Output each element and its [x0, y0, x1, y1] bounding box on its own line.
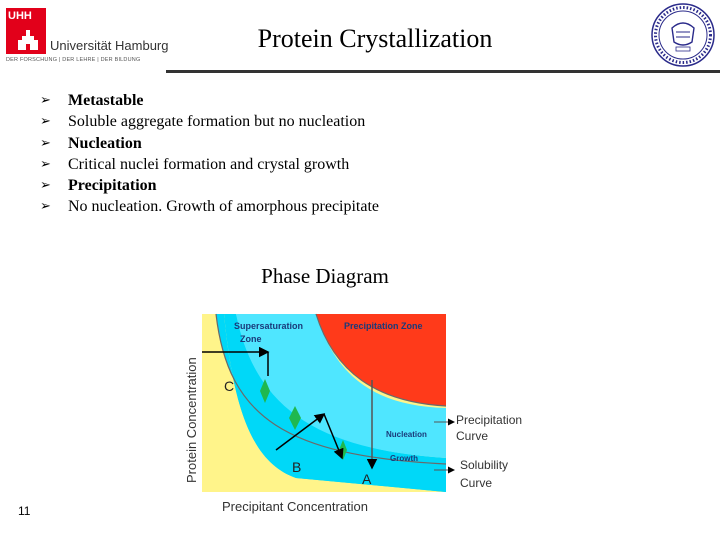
bullet-text: No nucleation. Growth of amorphous preci…: [68, 198, 380, 216]
university-logo: UHH Universität Hamburg DER FORSCHUNG | …: [6, 8, 169, 66]
growth-label: Growth: [390, 454, 418, 463]
university-name: Universität Hamburg: [50, 38, 169, 53]
nucleation-label: Nucleation: [386, 430, 427, 439]
bullet-text: Nucleation: [68, 134, 142, 152]
solubility-curve-label-2: Curve: [460, 476, 492, 490]
nucleation-zone: [236, 314, 446, 458]
phase-diagram: Protein Concentration Precipitant Concen…: [184, 313, 522, 514]
bullet-arrow-icon: ➢: [40, 178, 51, 194]
supersaturation-label: Supersaturation: [234, 321, 303, 331]
university-seal-icon: [651, 3, 715, 67]
trajectory-arrow: [323, 413, 344, 460]
point-b-label: B: [292, 459, 301, 475]
point-c-label: C: [224, 378, 234, 394]
logo-mark-text: UHH: [8, 10, 32, 22]
bullet-arrow-icon: ➢: [40, 135, 51, 151]
bullet-arrow-icon: ➢: [40, 156, 51, 172]
precipitation-curve-line: [315, 313, 447, 407]
diagram-title: Phase Diagram: [261, 264, 389, 288]
diamond-marker: [260, 379, 270, 403]
precipitation-zone: [316, 314, 446, 406]
bullet-arrow-icon: ➢: [40, 199, 51, 215]
trajectory-arrow: [275, 413, 326, 451]
diamond-marker: [289, 406, 301, 430]
bullet-arrow-icon: ➢: [40, 93, 51, 108]
precipitation-curve-label: Precipitation: [456, 413, 522, 427]
precipitation-curve-label-2: Curve: [456, 429, 488, 443]
solubility-curve-label: Solubility: [460, 458, 508, 472]
university-motto: DER FORSCHUNG | DER LEHRE | DER BILDUNG: [6, 57, 141, 63]
point-a-label: A: [362, 471, 372, 487]
logo-tower-icon: [18, 30, 38, 50]
bullet-text: Metastable: [68, 92, 144, 109]
bullet-text: Critical nuclei formation and crystal gr…: [68, 155, 350, 173]
supersaturation-label-2: Zone: [240, 334, 262, 344]
precipitation-zone-label: Precipitation Zone: [344, 321, 423, 331]
bullet-text: Soluble aggregate formation but no nucle…: [68, 113, 366, 131]
bullet-arrow-icon: ➢: [40, 114, 51, 130]
y-axis-label: Protein Concentration: [184, 357, 199, 483]
x-axis-label: Precipitant Concentration: [222, 499, 368, 514]
title-divider: [166, 70, 720, 73]
bullet-text: Precipitation: [68, 177, 157, 195]
slide-title: Protein Crystallization: [257, 24, 493, 53]
page-number: 11: [18, 504, 31, 518]
logo-mark: UHH: [6, 8, 46, 54]
